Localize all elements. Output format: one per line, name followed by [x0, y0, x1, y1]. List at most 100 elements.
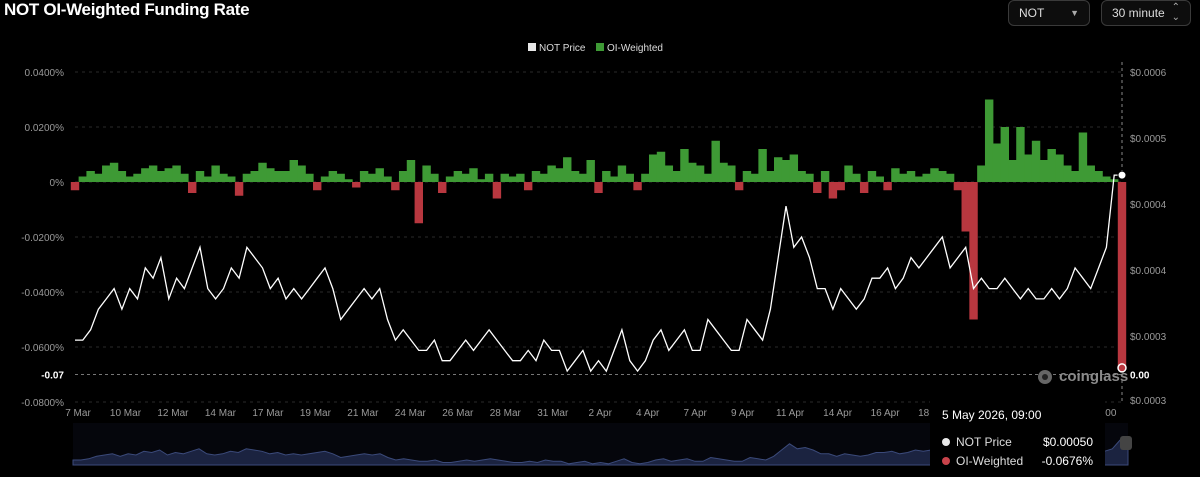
- y-right-tick: $0.0006: [1130, 68, 1167, 79]
- y-left-tick: -0.0200%: [21, 233, 64, 244]
- funding-bar: [391, 182, 400, 191]
- x-tick: 28 Mar: [490, 408, 522, 419]
- funding-bar: [969, 182, 978, 320]
- price-point: [1117, 170, 1127, 180]
- funding-bar: [172, 165, 181, 182]
- funding-bar: [281, 171, 291, 182]
- funding-bar: [227, 176, 236, 182]
- funding-bar: [1094, 171, 1103, 182]
- tooltip-funding-dot: [942, 456, 950, 465]
- funding-bar: [586, 160, 595, 182]
- x-tick: 31 Mar: [537, 408, 569, 419]
- x-tick: 9 Apr: [731, 408, 755, 419]
- funding-bar: [828, 182, 838, 199]
- funding-bar: [500, 173, 509, 182]
- updown-icon: ⌃ ⌄: [1171, 2, 1180, 23]
- funding-bar: [203, 176, 213, 182]
- funding-bar: [984, 99, 994, 182]
- funding-bar: [180, 173, 189, 182]
- funding-bar: [867, 171, 877, 182]
- x-tick: 26 Mar: [442, 408, 474, 419]
- funding-bar: [539, 173, 549, 182]
- funding-bar: [1031, 140, 1041, 182]
- x-tick: 16 Apr: [871, 408, 901, 419]
- y-right-tick: $0.0004: [1130, 266, 1167, 277]
- y-left-tick: 0%: [50, 178, 65, 189]
- funding-bar: [789, 154, 799, 182]
- funding-bar: [664, 165, 674, 182]
- funding-bar: [352, 182, 361, 188]
- legend-swatch: [596, 43, 604, 51]
- funding-bar: [859, 182, 869, 193]
- funding-bar: [187, 182, 197, 193]
- funding-bar: [78, 176, 88, 182]
- funding-bar: [711, 140, 720, 182]
- tooltip-date: 5 May 2026, 09:00: [942, 408, 1042, 422]
- funding-bar: [633, 182, 642, 191]
- funding-point: [1117, 363, 1127, 373]
- funding-bar: [977, 165, 986, 182]
- funding-bar: [531, 171, 541, 182]
- y-right-tick: $0.0004: [1130, 200, 1167, 211]
- funding-bar: [477, 179, 486, 182]
- tooltip-funding-value: -0.0676%: [1041, 453, 1093, 468]
- funding-bar: [805, 173, 814, 182]
- y-left-tick: -0.0800%: [21, 398, 64, 409]
- tooltip-funding-label: OI-Weighted: [956, 453, 1024, 468]
- funding-bar: [1016, 127, 1025, 182]
- funding-bar: [508, 176, 517, 182]
- funding-bar: [727, 165, 736, 182]
- coin-select[interactable]: NOT ▼: [1008, 0, 1090, 26]
- funding-bar: [797, 171, 806, 182]
- x-tick: 14 Apr: [823, 408, 853, 419]
- interval-select[interactable]: 30 minute ⌃ ⌄: [1101, 0, 1191, 26]
- funding-bar: [703, 173, 713, 182]
- funding-bar: [1070, 171, 1080, 182]
- funding-bar: [906, 171, 916, 182]
- funding-bar: [148, 165, 158, 182]
- funding-bar: [328, 171, 338, 182]
- funding-bar: [742, 171, 752, 182]
- funding-bar: [774, 157, 783, 182]
- coinglass-watermark: coinglass: [1035, 368, 1128, 385]
- funding-bar: [156, 171, 166, 182]
- funding-bar: [219, 173, 228, 182]
- funding-bar: [734, 182, 744, 191]
- funding-bar: [164, 168, 173, 182]
- y-left-marker-label: -0.07: [41, 371, 64, 382]
- funding-bar: [570, 171, 580, 182]
- funding-bar: [672, 171, 681, 182]
- funding-bar: [398, 171, 408, 182]
- funding-bar: [125, 176, 134, 182]
- funding-bar: [758, 149, 767, 182]
- funding-bar: [438, 182, 447, 193]
- funding-bar: [141, 168, 150, 182]
- funding-bar: [492, 182, 502, 199]
- watermark-text: coinglass: [1059, 368, 1129, 385]
- funding-bar: [563, 157, 572, 182]
- y-left-tick: -0.0600%: [21, 343, 64, 354]
- funding-bar: [641, 173, 650, 182]
- y-right-tick: $0.0003: [1130, 396, 1167, 407]
- funding-bar: [820, 171, 830, 182]
- legend-label: OI-Weighted: [607, 43, 663, 54]
- funding-bar: [375, 168, 384, 182]
- chart-tooltip: 5 May 2026, 09:00 NOT Price $0.00050 OI-…: [930, 398, 1105, 477]
- funding-bar: [273, 171, 283, 182]
- x-tick: 19 Mar: [300, 408, 332, 419]
- funding-bar: [766, 171, 775, 182]
- funding-bar: [406, 160, 416, 182]
- funding-bar: [445, 176, 455, 182]
- funding-bar: [891, 168, 900, 182]
- funding-bar: [336, 173, 345, 182]
- tooltip-row-funding: OI-Weighted -0.0676%: [942, 451, 1093, 470]
- funding-bar: [94, 173, 103, 182]
- funding-bar: [1024, 154, 1033, 182]
- funding-bar: [625, 173, 634, 182]
- y-left-tick: 0.0200%: [25, 123, 65, 134]
- funding-bar: [320, 176, 330, 182]
- funding-bar: [1117, 182, 1127, 368]
- funding-bar: [344, 179, 353, 182]
- funding-bar: [1047, 149, 1056, 182]
- funding-bar: [836, 182, 845, 191]
